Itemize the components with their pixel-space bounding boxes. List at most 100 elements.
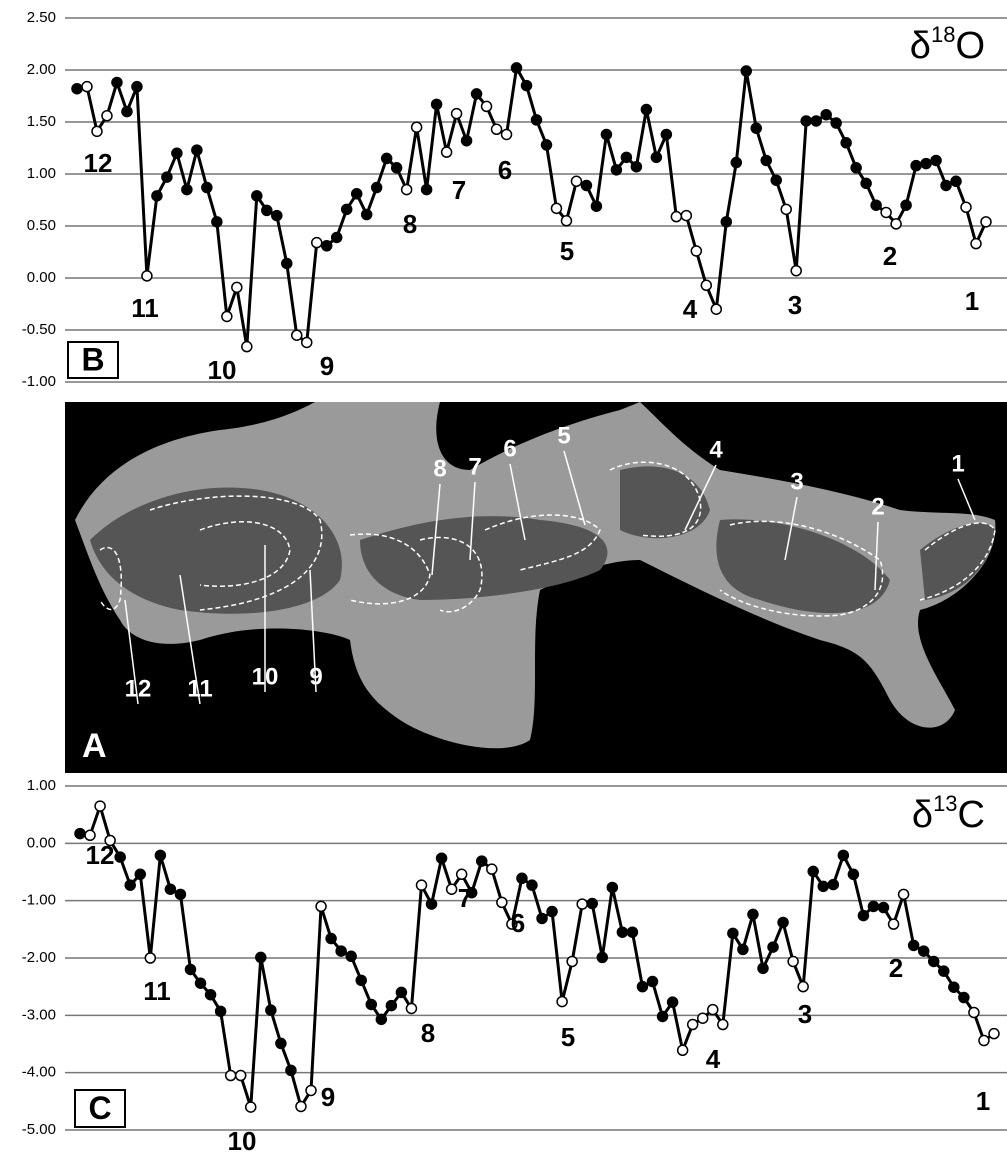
data-point	[406, 1003, 416, 1013]
annotation: 9	[321, 1082, 335, 1112]
data-point	[631, 162, 641, 172]
data-point	[889, 919, 899, 929]
data-point	[681, 211, 691, 221]
data-point	[721, 217, 731, 227]
photo-label: 6	[503, 435, 516, 462]
data-point	[427, 899, 437, 909]
data-point	[306, 1085, 316, 1095]
data-point	[322, 241, 332, 251]
data-point	[462, 136, 472, 146]
data-point	[691, 246, 701, 256]
annotation: 6	[498, 155, 512, 185]
data-point	[132, 82, 142, 92]
data-point	[212, 217, 222, 227]
annotation: 5	[561, 1022, 575, 1052]
data-point	[541, 140, 551, 150]
annotation: 2	[889, 953, 903, 983]
data-point	[92, 126, 102, 136]
panel-label: C	[88, 1090, 111, 1126]
data-point	[718, 1020, 728, 1030]
photo-label: 9	[309, 663, 322, 690]
data-point	[771, 175, 781, 185]
data-point	[125, 880, 135, 890]
data-point	[899, 889, 909, 899]
y-tick-label: 1.50	[27, 113, 56, 130]
data-point	[547, 907, 557, 917]
data-point	[768, 942, 778, 952]
data-point	[122, 107, 132, 117]
data-point	[432, 99, 442, 109]
data-point	[256, 952, 266, 962]
title-part: δ	[910, 25, 931, 67]
data-point	[332, 232, 342, 242]
title-superscript: 13	[933, 791, 957, 816]
data-point	[196, 978, 206, 988]
data-point	[931, 155, 941, 165]
data-point	[581, 180, 591, 190]
data-point	[597, 952, 607, 962]
data-point	[172, 148, 182, 158]
annotation: 2	[883, 241, 897, 271]
data-point	[222, 311, 232, 321]
data-point	[971, 239, 981, 249]
data-point	[561, 216, 571, 226]
data-point	[658, 1011, 668, 1021]
data-point	[437, 853, 447, 863]
data-point	[751, 123, 761, 133]
data-point	[316, 901, 326, 911]
photo-label: 4	[709, 436, 723, 463]
data-point	[376, 1014, 386, 1024]
data-point	[142, 271, 152, 281]
y-tick-label: -1.00	[22, 892, 56, 909]
data-point	[728, 928, 738, 938]
data-point	[412, 122, 422, 132]
annotation: 11	[131, 293, 159, 323]
data-point	[531, 115, 541, 125]
data-point	[861, 178, 871, 188]
data-point	[115, 852, 125, 862]
data-point	[788, 956, 798, 966]
annotation: 8	[421, 1018, 435, 1048]
data-point	[587, 899, 597, 909]
data-point	[781, 204, 791, 214]
annotation: 6	[511, 908, 525, 938]
data-point	[242, 342, 252, 352]
photo-label: 7	[468, 453, 481, 480]
data-point	[352, 189, 362, 199]
data-point	[818, 881, 828, 891]
photo-label: 1	[951, 450, 964, 477]
data-point	[286, 1065, 296, 1075]
data-point	[929, 956, 939, 966]
data-point	[761, 155, 771, 165]
data-point	[192, 145, 202, 155]
data-point	[731, 158, 741, 168]
data-point	[396, 987, 406, 997]
data-point	[236, 1071, 246, 1081]
data-point	[961, 202, 971, 212]
data-point	[698, 1013, 708, 1023]
data-point	[951, 176, 961, 186]
data-point	[678, 1045, 688, 1055]
data-point	[627, 927, 637, 937]
photo-label: 2	[871, 493, 884, 520]
data-point	[651, 152, 661, 162]
data-point	[326, 934, 336, 944]
data-point	[841, 138, 851, 148]
data-point	[246, 1102, 256, 1112]
data-point	[821, 110, 831, 120]
data-point	[162, 172, 172, 182]
data-point	[512, 63, 522, 73]
data-point	[472, 89, 482, 99]
data-point	[778, 917, 788, 927]
data-point	[232, 282, 242, 292]
data-point	[392, 163, 402, 173]
data-point	[527, 880, 537, 890]
data-point	[921, 159, 931, 169]
annotation: 10	[208, 355, 237, 385]
data-point	[72, 84, 82, 94]
annotation: 12	[84, 148, 113, 178]
data-point	[452, 109, 462, 119]
data-point	[342, 204, 352, 214]
data-point	[95, 801, 105, 811]
annotation: 9	[320, 351, 334, 381]
